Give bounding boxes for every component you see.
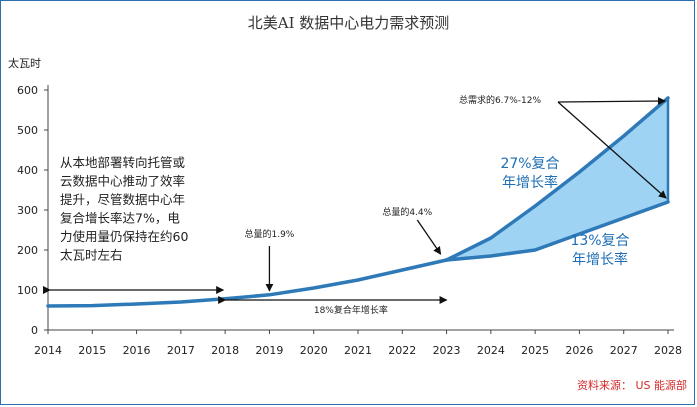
y-tick-label: 100: [17, 284, 38, 297]
x-tick-label: 2019: [255, 344, 283, 357]
share-2028-arrow-low: [557, 101, 667, 199]
x-tick-label: 2026: [565, 344, 593, 357]
x-tick-label: 2017: [167, 344, 195, 357]
x-tick-label: 2018: [211, 344, 239, 357]
x-tick-label: 2022: [388, 344, 416, 357]
x-tick-label: 2014: [34, 344, 62, 357]
historical-demand-line: [46, 258, 449, 308]
high-scenario-label-line1: 27%复合: [500, 155, 559, 172]
chart-title: 北美AI 数据中心电力需求预测: [247, 14, 450, 32]
x-tick-label: 2020: [300, 344, 328, 357]
x-tick-label: 2021: [344, 344, 372, 357]
x-tick-label: 2023: [433, 344, 461, 357]
share-2023-label: 总量的4.4%: [382, 206, 432, 218]
cagr-18-label: 18%复合年增长率: [314, 304, 388, 316]
share-2023-arrow: [416, 219, 442, 255]
left-note-line: 提升，尽管数据中心年: [60, 192, 185, 207]
y-tick-label: 300: [17, 204, 38, 217]
share-2019-label: 总量的1.9%: [244, 228, 294, 240]
x-tick-label: 2015: [78, 344, 106, 357]
x-tick-label: 2016: [123, 344, 151, 357]
low-scenario-line: [444, 200, 670, 262]
left-note-line: 复合增长率达7%，电: [60, 211, 180, 226]
y-tick-label: 600: [17, 84, 38, 97]
share-2028-arrow-high: [557, 97, 666, 106]
y-tick-label: 0: [31, 324, 38, 337]
x-tick-label: 2028: [654, 344, 682, 357]
forecast-range-band: [446, 98, 668, 260]
low-scenario-label-line1: 13%复合: [570, 232, 629, 249]
y-tick-label: 200: [17, 244, 38, 257]
left-note-line: 从本地部署转向托管或: [60, 155, 186, 170]
source-note: 资料来源： US 能源部: [576, 379, 687, 392]
x-tick-label: 2025: [521, 344, 549, 357]
y-tick-label: 400: [17, 164, 38, 177]
left-note-line: 力使用量仍保持在约60: [60, 229, 188, 244]
left-note-line: 太瓦时左右: [60, 248, 123, 263]
y-axis-label: 太瓦时: [8, 57, 41, 70]
left-note-line: 云数据中心推动了效率: [60, 174, 185, 189]
x-tick-label: 2024: [477, 344, 505, 357]
high-scenario-label-line2: 年增长率: [502, 174, 558, 191]
high-scenario-line: [444, 96, 670, 262]
x-tick-label: 2027: [610, 344, 638, 357]
low-scenario-label-line2: 年增长率: [572, 251, 628, 268]
share-2028-label: 总需求的6.7%-12%: [459, 94, 542, 106]
y-tick-label: 500: [17, 124, 38, 137]
